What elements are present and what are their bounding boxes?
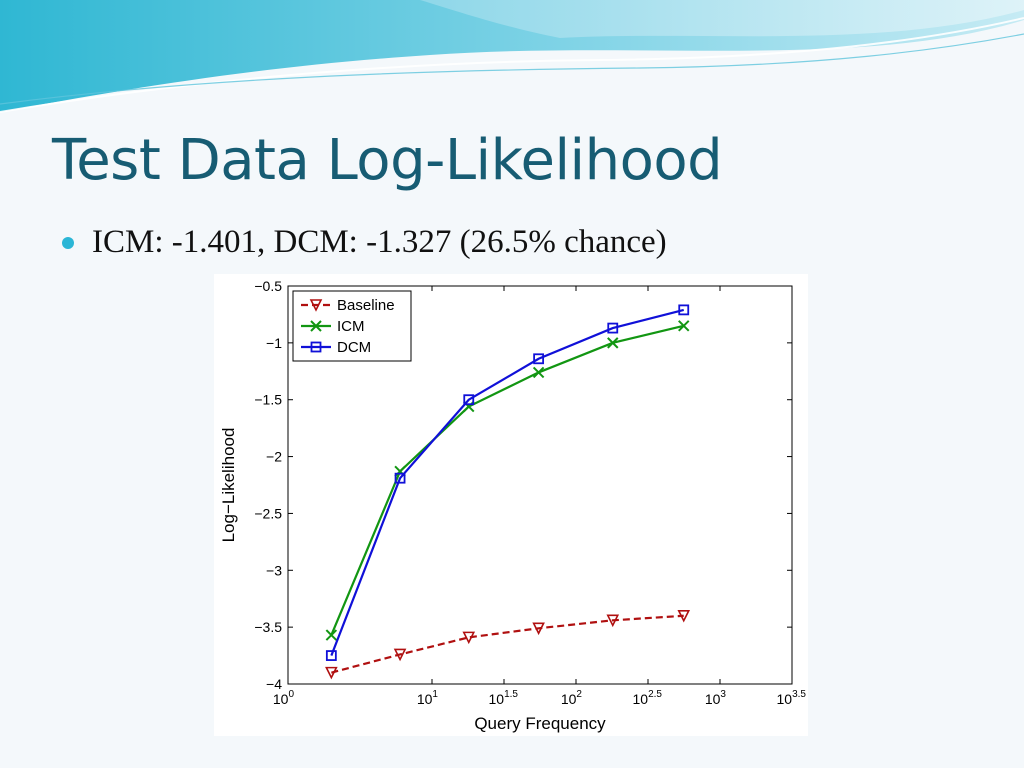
legend-label: ICM bbox=[337, 318, 365, 335]
baseline-point bbox=[606, 614, 620, 628]
x-tick-exponent: 3 bbox=[720, 689, 726, 700]
series-dcm bbox=[325, 304, 690, 661]
x-tick-exponent: 2.5 bbox=[648, 689, 662, 700]
legend-marker bbox=[309, 299, 323, 312]
icm-point bbox=[325, 629, 338, 641]
legend-item-baseline: Baseline bbox=[301, 297, 395, 314]
legend-marker bbox=[310, 341, 322, 353]
dcm-point bbox=[533, 353, 545, 365]
x-tick-base: 10 bbox=[561, 691, 577, 707]
series-icm bbox=[325, 320, 690, 641]
y-tick-label: −4 bbox=[266, 676, 282, 692]
icm-point bbox=[607, 337, 619, 349]
bullet-dot-icon bbox=[62, 236, 74, 249]
x-tick-label: 100 bbox=[273, 689, 295, 707]
y-tick-label: −3 bbox=[266, 562, 282, 578]
series-baseline bbox=[325, 609, 691, 680]
x-tick-label: 102.5 bbox=[633, 689, 663, 707]
slide-title: Test Data Log-Likelihood bbox=[52, 128, 723, 193]
dcm-point bbox=[607, 322, 619, 334]
bullet-text: ICM: -1.401, DCM: -1.327 (26.5% chance) bbox=[92, 224, 667, 260]
x-tick-label: 101.5 bbox=[489, 689, 519, 707]
legend-item-dcm: DCM bbox=[301, 339, 371, 356]
x-tick-label: 101 bbox=[417, 689, 439, 707]
y-tick-label: −2 bbox=[266, 449, 282, 465]
baseline-point bbox=[393, 648, 407, 662]
y-tick-label: −2.5 bbox=[254, 505, 282, 521]
legend: Baseline ICM DCM bbox=[292, 290, 412, 362]
x-tick-base: 10 bbox=[489, 691, 505, 707]
baseline-point bbox=[532, 622, 545, 636]
x-tick-base: 10 bbox=[777, 691, 793, 707]
x-tick-exponent: 3.5 bbox=[792, 689, 806, 700]
legend-marker bbox=[310, 320, 322, 332]
x-tick-exponent: 1.5 bbox=[504, 689, 518, 700]
y-tick-label: −1 bbox=[266, 335, 282, 351]
x-tick-exponent: 1 bbox=[432, 689, 438, 700]
x-tick-exponent: 2 bbox=[576, 689, 582, 700]
legend-label: Baseline bbox=[337, 297, 395, 314]
icm-line bbox=[330, 324, 684, 636]
dcm-point bbox=[463, 394, 475, 406]
x-tick-label: 103 bbox=[705, 689, 727, 707]
dcm-point bbox=[394, 472, 406, 484]
baseline-point bbox=[462, 631, 476, 645]
x-tick-base: 10 bbox=[633, 691, 649, 707]
icm-point bbox=[532, 366, 545, 379]
chart-container: −0.5 −1 −1.5 −2 −2.5 −3 −3.5 −4 100 101 101.5 102 10… bbox=[214, 274, 808, 736]
x-tick-base: 10 bbox=[417, 691, 433, 707]
y-tick-label: −3.5 bbox=[254, 619, 282, 635]
y-tick-label: −1.5 bbox=[254, 392, 282, 408]
x-tick-base: 10 bbox=[273, 691, 289, 707]
x-tick-base: 10 bbox=[705, 691, 721, 707]
axes bbox=[287, 285, 793, 685]
legend-label: DCM bbox=[337, 339, 371, 356]
dcm-point bbox=[325, 650, 337, 661]
dcm-point bbox=[678, 304, 690, 316]
dcm-line bbox=[330, 308, 685, 656]
baseline-point bbox=[325, 666, 338, 680]
y-axis-label: Log−Likelihood bbox=[219, 428, 238, 543]
x-tick-label: 103.5 bbox=[777, 689, 807, 707]
baseline-line bbox=[331, 614, 684, 674]
bullet-item: ICM: -1.401, DCM: -1.327 (26.5% chance) bbox=[62, 224, 667, 261]
x-tick-exponent: 0 bbox=[288, 689, 294, 700]
icm-point bbox=[678, 320, 690, 332]
y-tick-label: −0.5 bbox=[254, 278, 282, 294]
series bbox=[325, 304, 691, 680]
plot-frame bbox=[287, 285, 793, 685]
legend-item-icm: ICM bbox=[301, 318, 365, 335]
baseline-point bbox=[677, 609, 691, 623]
x-tick-label: 102 bbox=[561, 689, 583, 707]
x-axis-label: Query Frequency bbox=[474, 714, 606, 733]
